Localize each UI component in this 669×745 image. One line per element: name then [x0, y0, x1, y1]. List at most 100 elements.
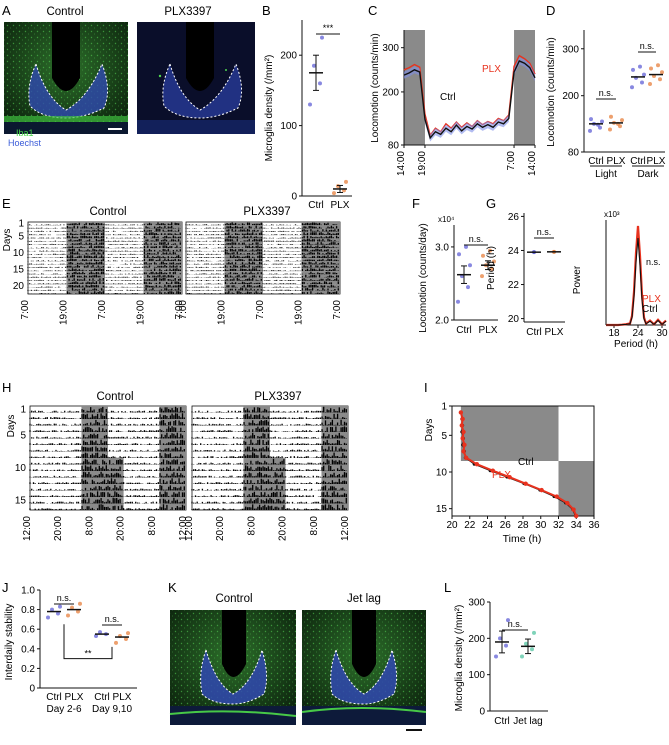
y-axis-label: Days [424, 419, 435, 442]
dark-shade [108, 497, 124, 504]
panel-letter: I [424, 380, 428, 395]
dark-shade [224, 238, 263, 242]
dark-shade [159, 497, 186, 504]
panel-j: J 0 0.2 0.4 0.6 0.8 1.0 Interdaily stability Ct… [2, 580, 137, 715]
x-tick-label: Ctrl [308, 200, 324, 211]
series-line [403, 60, 536, 140]
data-point [126, 631, 130, 636]
activity-bars [29, 406, 185, 413]
data-point [460, 436, 465, 441]
activity-bars [185, 291, 339, 294]
data-point [460, 416, 465, 422]
x-tick-label: 12:00 [22, 516, 33, 541]
dark-shade [159, 419, 186, 426]
dark-shade [301, 258, 340, 262]
activity-bars [185, 225, 339, 229]
group-label: Dark [637, 169, 659, 180]
significance-label: n.s. [599, 88, 614, 98]
micrograph-control-k [169, 610, 297, 725]
activity-bars [191, 465, 347, 471]
x-tick-label: 7:00 [178, 300, 189, 320]
significance-label: n.s. [537, 227, 552, 237]
data-point [620, 118, 624, 123]
y-axis-label: Locomotion (counts/day) [418, 223, 429, 333]
data-point [312, 63, 316, 68]
dark-shade [243, 503, 270, 510]
x-tick-label: 18 [608, 328, 620, 339]
scale-bar [406, 729, 422, 731]
dark-shade [224, 248, 263, 252]
activity-bars [29, 471, 185, 478]
x-tick-label: Jet lag [513, 716, 542, 727]
data-point [648, 81, 652, 86]
dark-shade [143, 280, 182, 285]
dark-shade [81, 438, 108, 445]
activity-bars [185, 261, 339, 265]
chart-microglia-density-b: 0 100 200 Microglia density (/mm²) Ctrl PLX **… [264, 20, 352, 211]
y-axis-label: Microglia density (/mm²) [264, 55, 275, 162]
activity-bars [191, 478, 347, 484]
activity-bars [185, 274, 339, 278]
dark-shade [143, 258, 182, 262]
data-point [308, 102, 312, 107]
x-tick-label: PLX [113, 692, 132, 703]
series-label-plx: PLX [492, 470, 511, 481]
dark-shade [321, 432, 348, 439]
activity-bars [27, 268, 181, 272]
dark-shade [301, 244, 340, 249]
activity-bars [185, 255, 339, 258]
activity-bars [27, 222, 181, 226]
y-tick-label: 0 [479, 707, 485, 718]
y-tick-label: 1 [441, 402, 447, 413]
dark-shade [159, 490, 186, 497]
data-point [114, 640, 118, 645]
activity-bars [185, 271, 338, 275]
data-point [532, 630, 536, 635]
activity-bars [185, 222, 339, 226]
x-tick-label: 14:00 [396, 151, 407, 176]
data-point [474, 462, 480, 467]
y-tick-label: 200 [382, 87, 399, 98]
activity-bars [27, 287, 181, 291]
activity-bars [27, 278, 181, 281]
x-tick-label: Ctrl [630, 156, 646, 167]
data-point [459, 423, 464, 428]
data-point [609, 114, 613, 119]
dark-shade [224, 258, 263, 262]
day-tick-label: 20 [13, 281, 25, 292]
x-tick-label: 28 [517, 520, 529, 531]
data-point [458, 410, 464, 415]
data-point [524, 641, 528, 646]
x-tick-label: 7:00 [97, 300, 108, 320]
panel-letter: F [412, 196, 420, 211]
data-point [70, 605, 74, 610]
activity-bars [185, 245, 339, 249]
data-point [336, 184, 340, 189]
data-point [658, 77, 662, 82]
activity-bars [191, 419, 347, 426]
y-tick-label: 10 [436, 468, 448, 479]
dark-shade [224, 251, 263, 255]
x-tick-label: 20:00 [53, 516, 64, 541]
dark-shade [270, 503, 286, 510]
x-tick-label: Ctrl [494, 716, 510, 727]
dark-shade [143, 267, 182, 272]
dark-shade [81, 451, 108, 458]
activity-bars [31, 432, 185, 439]
dark-shade [301, 287, 340, 291]
data-point [574, 513, 579, 519]
dark-shade [108, 477, 124, 484]
activity-bars [185, 238, 339, 242]
x-tick-label: 20:00 [215, 516, 226, 541]
x-tick-label: 20:00 [116, 516, 127, 541]
stain-hoechst-label: Hoechst [8, 138, 42, 148]
y-tick-label: 200 [468, 634, 485, 645]
data-point [608, 127, 612, 132]
